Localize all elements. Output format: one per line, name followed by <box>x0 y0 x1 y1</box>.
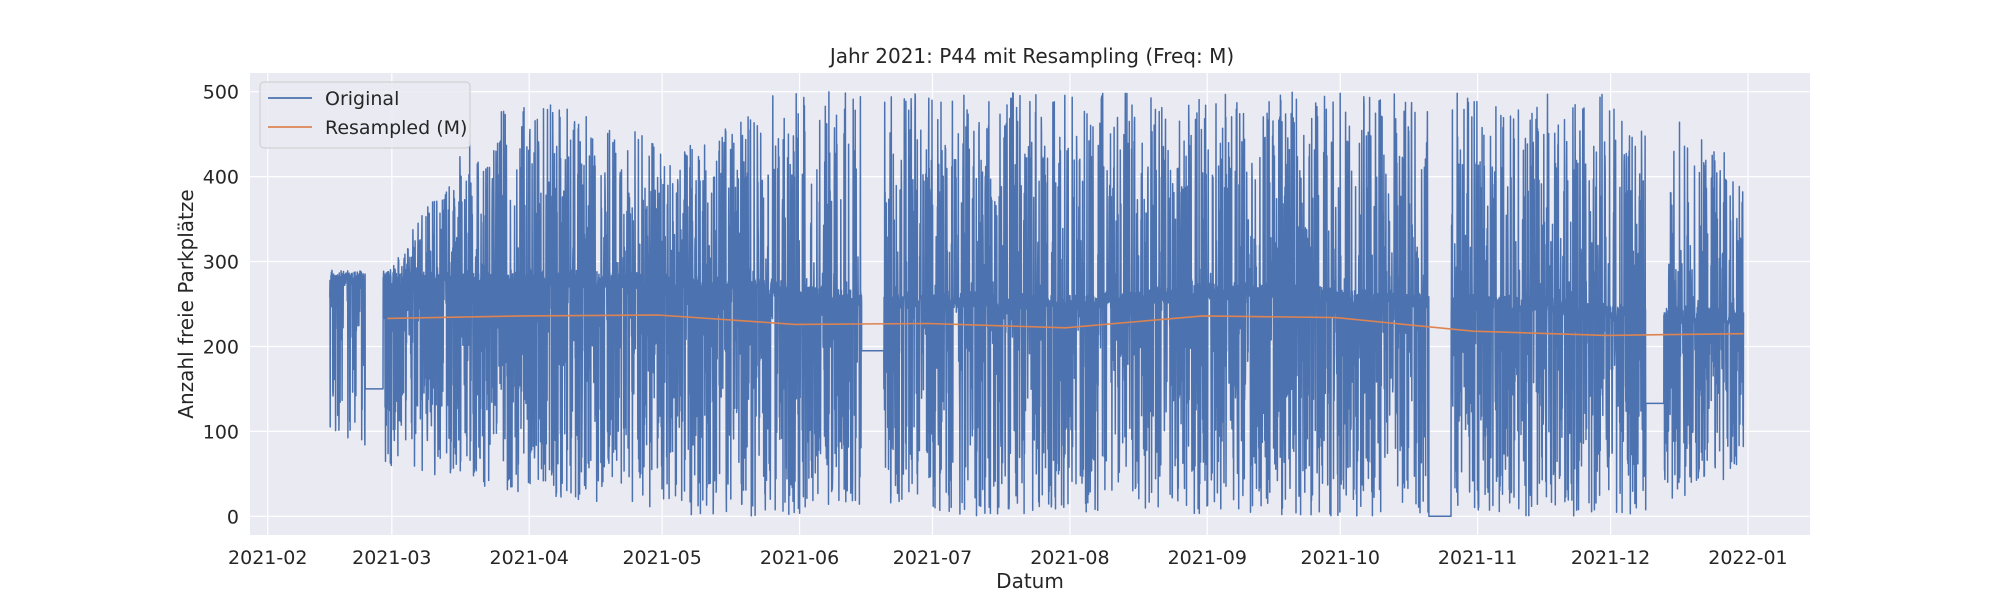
y-tick-label: 0 <box>227 506 239 528</box>
x-tick-label: 2021-05 <box>622 547 701 569</box>
y-axis-ticks: 0 100 200 300 400 500 <box>203 82 239 529</box>
x-tick-label: 2021-04 <box>490 547 569 569</box>
x-axis-label: Datum <box>996 569 1064 593</box>
plot-content <box>329 91 1745 518</box>
x-tick-label: 2021-06 <box>760 547 839 569</box>
x-tick-label: 2021-10 <box>1301 547 1380 569</box>
chart-title: Jahr 2021: P44 mit Resampling (Freq: M) <box>828 44 1234 68</box>
legend-original-label: Original <box>325 88 399 110</box>
y-tick-label: 100 <box>203 421 239 443</box>
x-tick-label: 2021-03 <box>352 547 431 569</box>
legend-resampled-label: Resampled (M) <box>325 117 467 139</box>
y-tick-label: 300 <box>203 252 239 274</box>
x-tick-label: 2021-02 <box>228 547 307 569</box>
x-tick-label: 2021-11 <box>1438 547 1517 569</box>
x-tick-label: 2021-12 <box>1571 547 1650 569</box>
y-tick-label: 200 <box>203 336 239 358</box>
y-tick-label: 400 <box>203 167 239 189</box>
y-tick-label: 500 <box>203 82 239 104</box>
y-axis-label: Anzahl freie Parkplätze <box>174 189 198 418</box>
legend: Original Resampled (M) <box>259 81 471 149</box>
x-tick-label: 2021-08 <box>1030 547 1109 569</box>
x-tick-label: 2021-07 <box>893 547 972 569</box>
x-tick-label: 2022-01 <box>1708 547 1787 569</box>
series-resampled-line <box>387 314 1744 337</box>
x-axis-ticks: 2021-02 2021-03 2021-04 2021-05 2021-06 2021-… <box>228 547 1788 569</box>
legend-box <box>259 81 471 149</box>
x-tick-label: 2021-09 <box>1168 547 1247 569</box>
series-original-line <box>329 91 1745 518</box>
